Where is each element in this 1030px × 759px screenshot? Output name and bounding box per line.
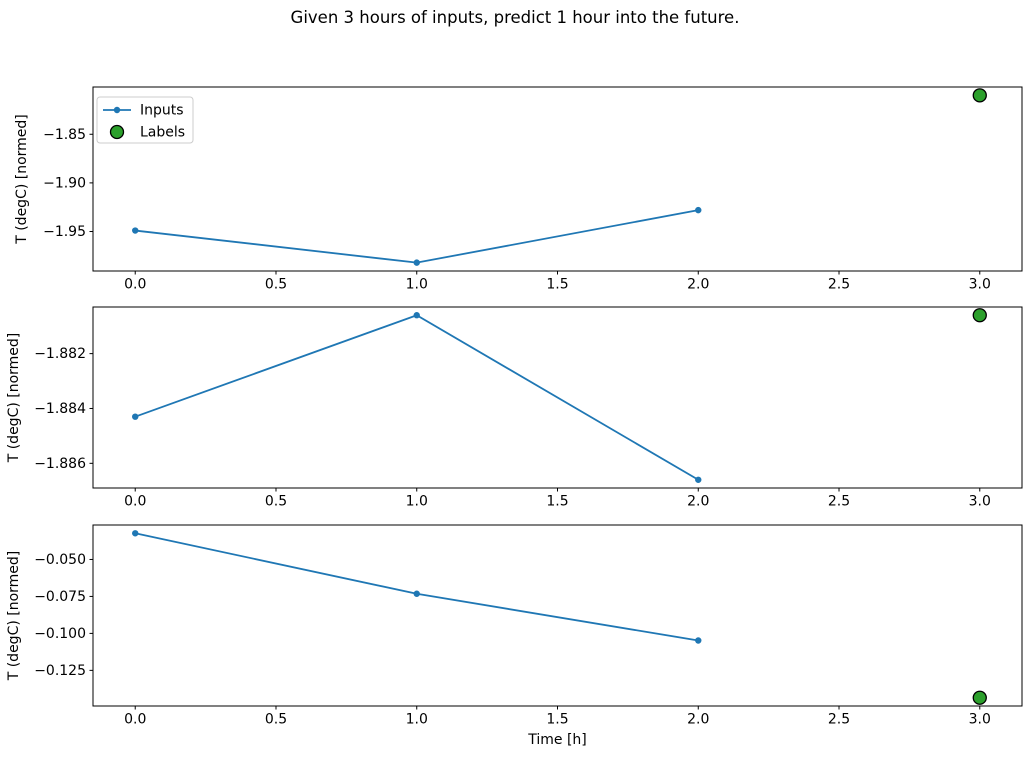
x-tick-label: 0.0 — [124, 494, 146, 510]
x-tick-label: 1.0 — [406, 277, 428, 293]
legend-item-labels-label: Labels — [140, 125, 185, 141]
x-tick-label: 2.0 — [687, 277, 709, 293]
inputs-marker — [132, 227, 139, 234]
y-tick-label: −0.075 — [34, 589, 86, 605]
x-tick-label: 0.5 — [265, 277, 287, 293]
y-tick-label: −0.100 — [34, 626, 86, 642]
inputs-marker — [695, 206, 702, 214]
x-tick-label: 1.0 — [406, 712, 428, 728]
inputs-marker — [695, 637, 702, 644]
x-tick-label: 2.0 — [687, 494, 709, 510]
inputs-marker — [695, 476, 702, 483]
y-tick-label: −1.85 — [43, 127, 86, 143]
legend: Inputs Labels — [96, 96, 194, 144]
y-axis-label: T (degC) [normed] — [6, 551, 22, 682]
labels-marker — [972, 88, 987, 103]
y-axis-label: T (degC) [normed] — [14, 114, 30, 245]
y-tick-label: −0.050 — [34, 552, 86, 568]
x-tick-label: 3.0 — [969, 712, 991, 728]
x-tick-label: 2.5 — [828, 494, 850, 510]
axes-frame — [92, 86, 1023, 272]
x-tick-label: 3.0 — [969, 277, 991, 293]
x-tick-label: 2.0 — [687, 712, 709, 728]
y-tick-label: −1.884 — [34, 401, 86, 417]
y-tick-label: −1.90 — [43, 175, 86, 191]
subplot-2: −1.882 −1.884 −1.886 0.0 0.5 1.0 1.5 2.0 2.5 3.0 T… — [6, 306, 1023, 510]
x-tick-label: 0.0 — [124, 277, 146, 293]
x-tick-label: 0.5 — [265, 494, 287, 510]
axes-frame — [92, 524, 1023, 707]
legend-labels-marker-sample — [109, 124, 125, 140]
inputs-marker — [413, 312, 420, 319]
y-tick-label: −1.95 — [43, 224, 86, 240]
legend-item-inputs-label: Inputs — [140, 103, 184, 119]
x-tick-label: 1.5 — [546, 277, 568, 293]
x-tick-label: 0.5 — [265, 712, 287, 728]
x-axis-label: Time [h] — [527, 732, 587, 748]
x-tick-label: 1.5 — [546, 494, 568, 510]
x-tick-label: 1.0 — [406, 494, 428, 510]
x-tick-label: 2.5 — [828, 712, 850, 728]
y-tick-label: −1.886 — [34, 456, 86, 472]
inputs-marker — [132, 530, 139, 537]
inputs-marker — [413, 259, 420, 266]
x-tick-label: 2.5 — [828, 277, 850, 293]
figure-title: Given 3 hours of inputs, predict 1 hour … — [290, 8, 740, 27]
labels-marker — [972, 308, 987, 323]
legend-inputs-marker-sample — [113, 106, 121, 114]
subplot-1: −1.85 −1.90 −1.95 0.0 0.5 1.0 1.5 2.0 2.5 3.0 T (d… — [14, 86, 1023, 293]
y-tick-label: −1.882 — [34, 346, 86, 362]
labels-marker — [972, 690, 987, 705]
y-tick-label: −0.125 — [34, 663, 86, 679]
inputs-marker — [132, 413, 139, 420]
x-tick-label: 0.0 — [124, 712, 146, 728]
y-axis-label: T (degC) [normed] — [6, 333, 22, 464]
inputs-marker — [413, 590, 420, 597]
subplot-3: −0.050 −0.075 −0.100 −0.125 0.0 0.5 1.0 1.5 2.0 2… — [6, 524, 1023, 728]
x-tick-label: 3.0 — [969, 494, 991, 510]
x-tick-label: 1.5 — [546, 712, 568, 728]
